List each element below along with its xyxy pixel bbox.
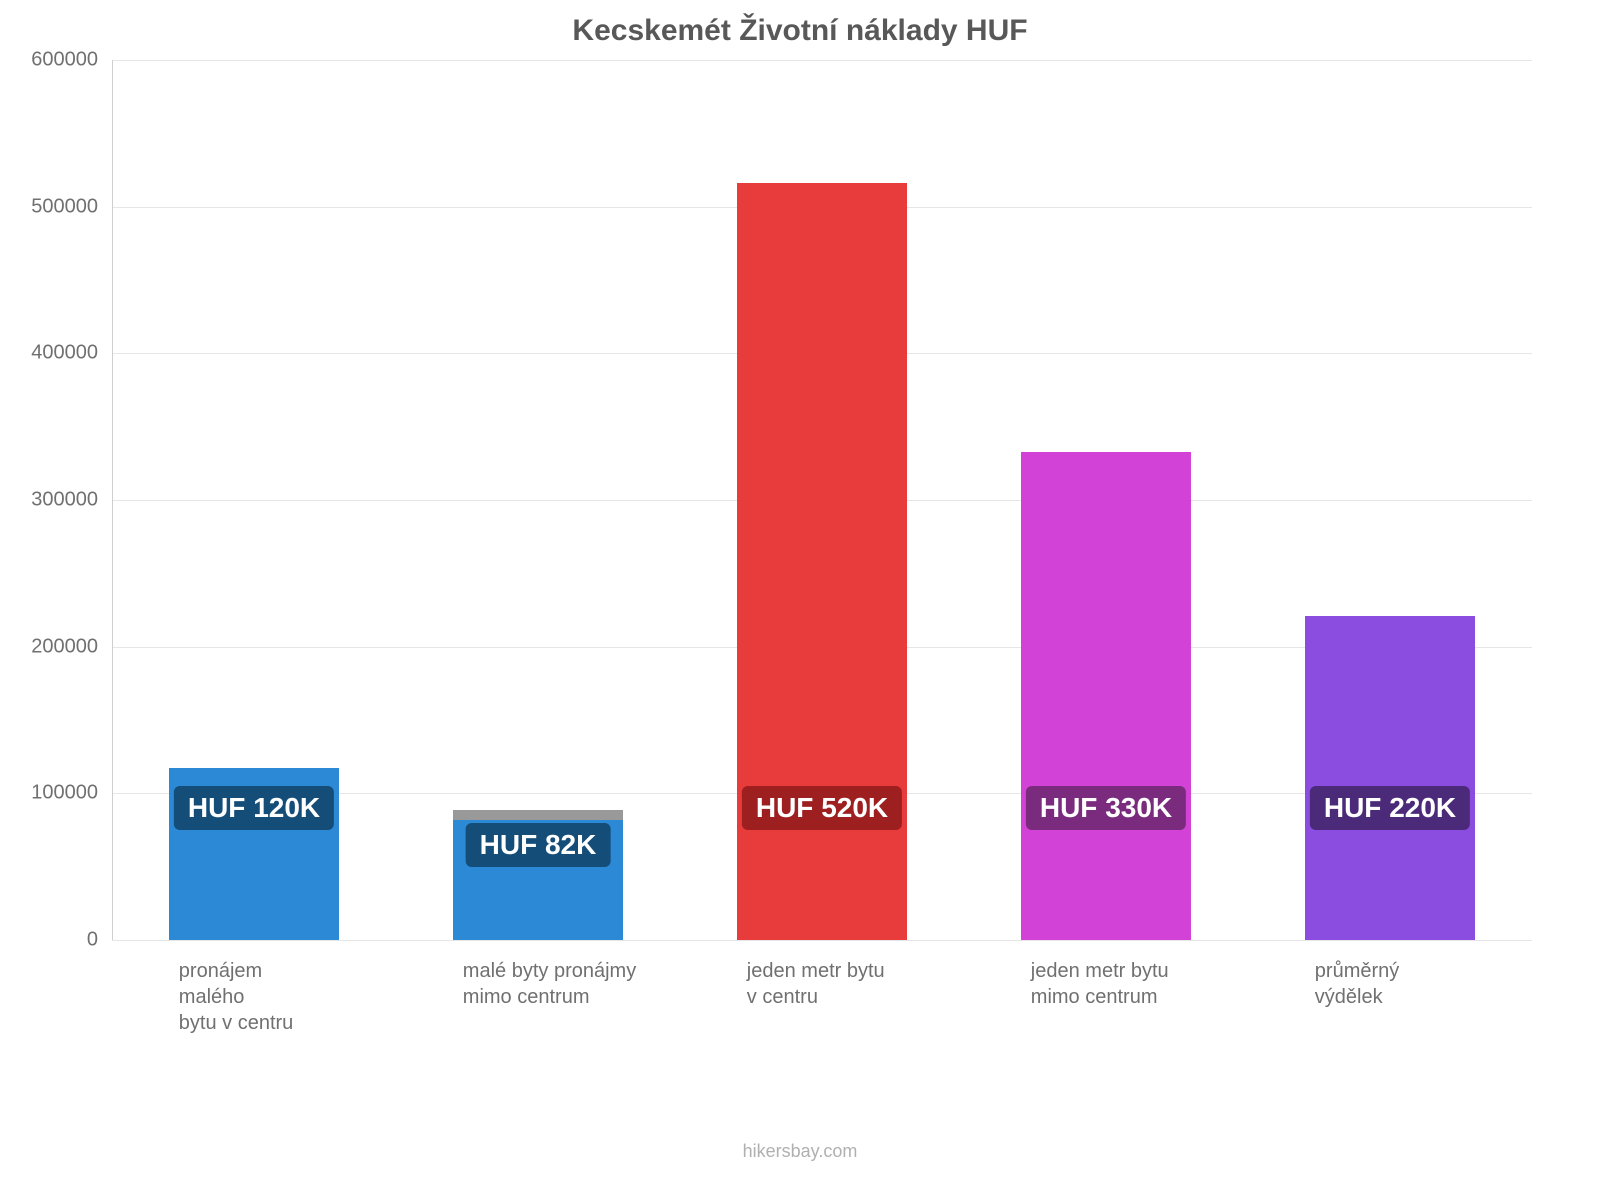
y-axis-line xyxy=(112,60,113,940)
value-badge: HUF 220K xyxy=(1310,786,1470,830)
x-category-label: pronájemmaléhobytu v centru xyxy=(179,958,294,1036)
bar xyxy=(1305,616,1475,940)
value-badge: HUF 120K xyxy=(174,786,334,830)
x-category-label: jeden metr bytumimo centrum xyxy=(1031,958,1169,1010)
x-category-label-line: jeden metr bytu xyxy=(1031,958,1169,984)
chart-container: Kecskemét Životní náklady HUF 0100000200… xyxy=(0,0,1600,1200)
x-category-label-line: malé byty pronájmy xyxy=(463,958,636,984)
x-category-label-line: bytu v centru xyxy=(179,1010,294,1036)
value-badge: HUF 520K xyxy=(742,786,902,830)
x-category-label: jeden metr bytuv centru xyxy=(747,958,885,1010)
value-badge: HUF 330K xyxy=(1026,786,1186,830)
x-category-label-line: mimo centrum xyxy=(463,984,636,1010)
gridline xyxy=(112,940,1532,941)
x-category-label-line: průměrný xyxy=(1315,958,1399,984)
x-category-label-line: jeden metr bytu xyxy=(747,958,885,984)
plot-area: 0100000200000300000400000500000600000HUF… xyxy=(112,60,1532,940)
x-category-label-line: výdělek xyxy=(1315,984,1399,1010)
x-category-label-line: v centru xyxy=(747,984,885,1010)
chart-attribution: hikersbay.com xyxy=(0,1141,1600,1162)
y-tick-label: 300000 xyxy=(0,489,98,512)
x-category-label-line: pronájem xyxy=(179,958,294,984)
y-tick-label: 400000 xyxy=(0,342,98,365)
bar-cap xyxy=(453,810,623,820)
x-category-label: malé byty pronájmymimo centrum xyxy=(463,958,636,1010)
y-tick-label: 200000 xyxy=(0,635,98,658)
y-tick-label: 0 xyxy=(0,929,98,952)
gridline xyxy=(112,60,1532,61)
bar xyxy=(1021,452,1191,940)
x-category-label-line: malého xyxy=(179,984,294,1010)
value-badge: HUF 82K xyxy=(466,823,611,867)
y-tick-label: 500000 xyxy=(0,195,98,218)
y-tick-label: 600000 xyxy=(0,49,98,72)
x-category-label-line: mimo centrum xyxy=(1031,984,1169,1010)
x-category-label: průměrnývýdělek xyxy=(1315,958,1399,1010)
y-tick-label: 100000 xyxy=(0,782,98,805)
chart-title: Kecskemét Životní náklady HUF xyxy=(0,14,1600,48)
